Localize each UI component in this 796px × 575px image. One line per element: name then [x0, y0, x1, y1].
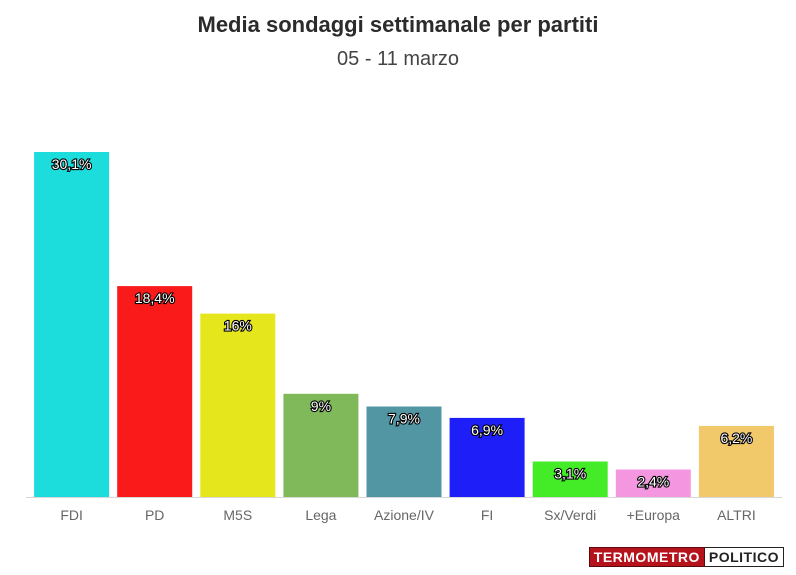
chart-subtitle: 05 - 11 marzo [337, 48, 459, 70]
data-label: 30,1% [52, 156, 92, 172]
bar-pd [117, 286, 193, 497]
data-label: 6,2% [720, 430, 752, 446]
data-label: 6,9% [471, 422, 503, 438]
brand-logo: TERMOMETRO POLITICO [588, 547, 784, 567]
x-tick-label: PD [145, 507, 164, 523]
x-tick-label: Lega [305, 507, 336, 523]
x-tick-label: M5S [223, 507, 252, 523]
bar-sx-verdi [532, 461, 608, 497]
bar-m5s [200, 313, 276, 497]
bar-fdi [34, 152, 110, 497]
bar-lega [283, 393, 359, 497]
bar-altri [698, 425, 774, 497]
data-label: 2,4% [637, 474, 669, 490]
x-tick-label: ALTRI [717, 507, 756, 523]
x-tick-label: FDI [60, 507, 83, 523]
data-label: 3,1% [554, 466, 586, 482]
bar-europa [615, 469, 691, 497]
x-tick-label: +Europa [627, 507, 681, 523]
data-label: 16% [224, 318, 252, 334]
data-label: 7,9% [388, 411, 420, 427]
data-label: 9% [311, 398, 331, 414]
x-tick-label: Sx/Verdi [544, 507, 596, 523]
chart-title: Media sondaggi settimanale per partiti [197, 12, 599, 37]
bar-azione-iv [366, 406, 442, 497]
logo-part-politico: POLITICO [704, 547, 784, 567]
bar-fi [449, 417, 525, 497]
logo-part-termometro: TERMOMETRO [588, 547, 705, 567]
data-label: 18,4% [135, 290, 175, 306]
x-tick-label: Azione/IV [374, 507, 435, 523]
x-tick-label: FI [481, 507, 493, 523]
